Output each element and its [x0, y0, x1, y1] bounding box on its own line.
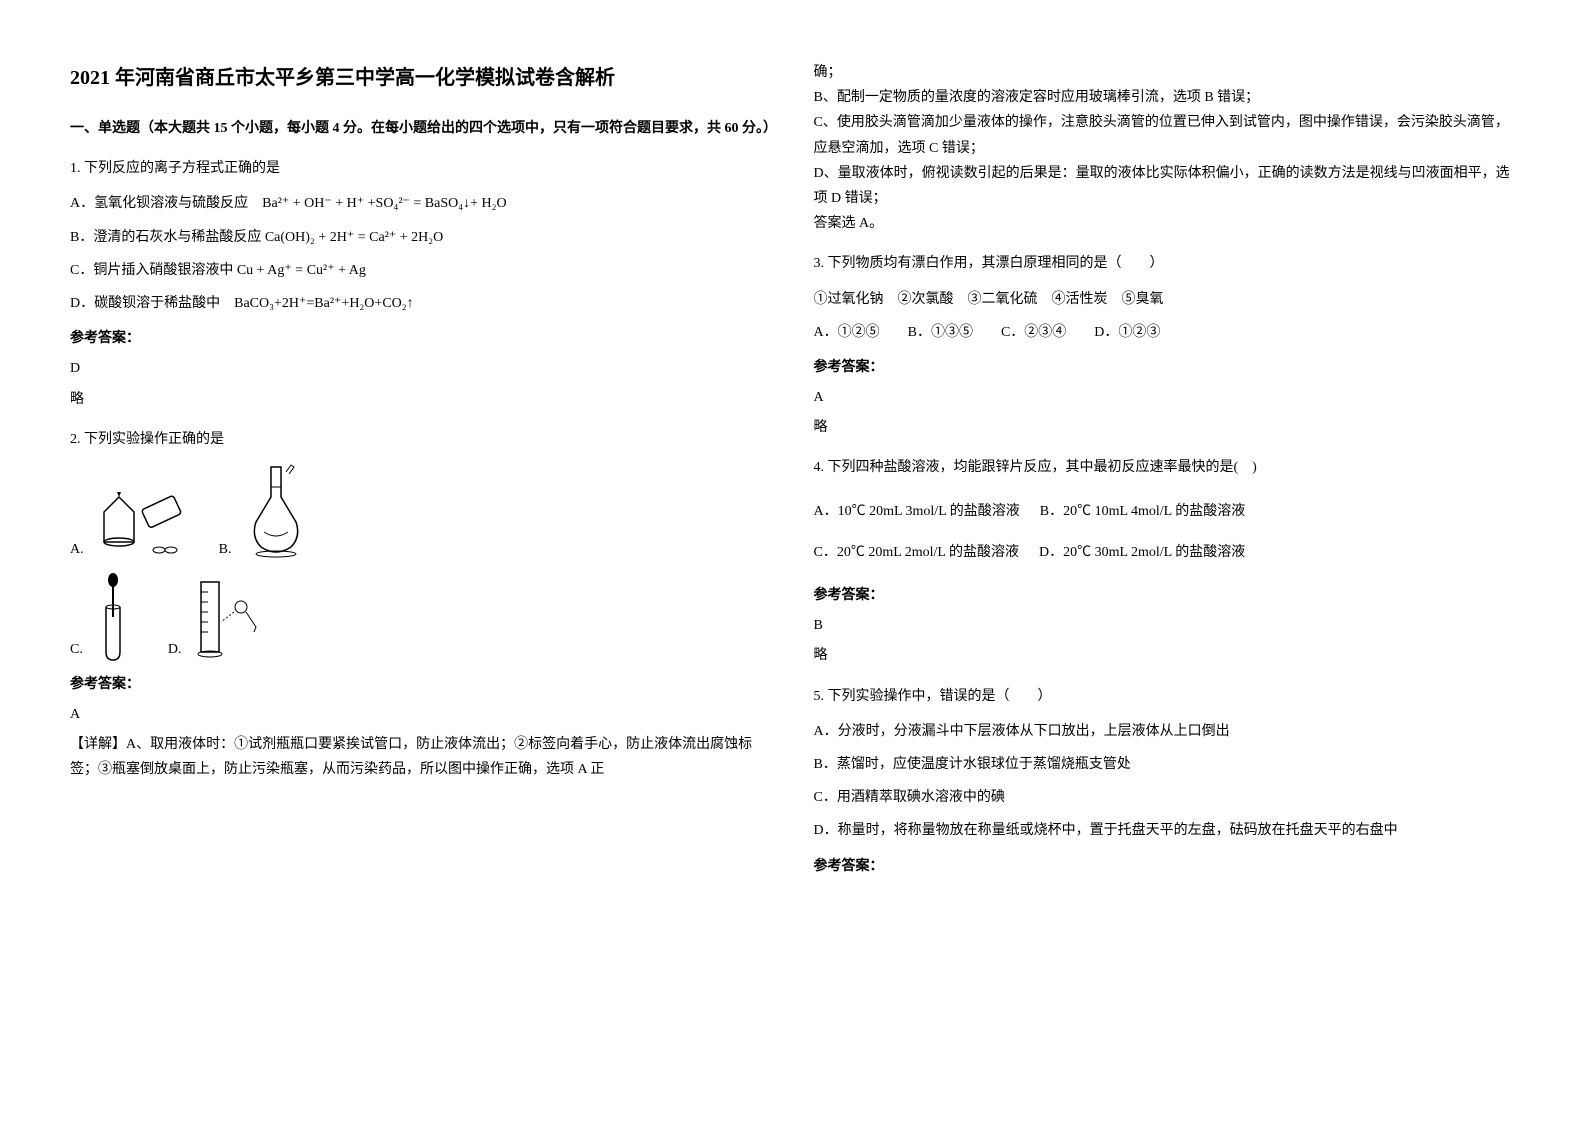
pouring-liquid-icon: [89, 482, 189, 562]
q1-option-c: C．铜片插入硝酸银溶液中 Cu + Ag⁺ = Cu²⁺ + Ag: [70, 258, 774, 283]
q2-figure-c: C.: [70, 572, 138, 662]
q4-answer: B: [814, 613, 1518, 638]
q2-figures-row1: A. B.: [70, 462, 774, 562]
q2-continue-4: D、量取液体时，俯视读数引起的后果是：量取的液体比实际体积偏小，正确的读数方法是…: [814, 161, 1518, 211]
volumetric-flask-icon: [236, 462, 316, 562]
q5-option-d: D．称量时，将称量物放在称量纸或烧杯中，置于托盘天平的左盘，砝码放在托盘天平的右…: [814, 818, 1518, 843]
q4-note: 略: [814, 643, 1518, 668]
q5-option-a: A．分液时，分液漏斗中下层液体从下口放出，上层液体从上口倒出: [814, 719, 1518, 744]
question-4: 4. 下列四种盐酸溶液，均能跟锌片反应，其中最初反应速率最快的是( ) A．10…: [814, 455, 1518, 668]
question-1: 1. 下列反应的离子方程式正确的是 A．氢氧化钡溶液与硫酸反应 Ba²⁺ + O…: [70, 156, 774, 412]
q4-option-a: A．10℃ 20mL 3mol/L 的盐酸溶液: [814, 499, 1020, 524]
q3-answer-label: 参考答案：: [814, 355, 1518, 380]
q2-label-b: B.: [219, 537, 232, 562]
q1-answer: D: [70, 356, 774, 381]
q2-label-d: D.: [168, 637, 182, 662]
left-column: 2021 年河南省商丘市太平乡第三中学高一化学模拟试卷含解析 一、单选题（本大题…: [50, 60, 794, 1062]
q2-continue-5: 答案选 A。: [814, 211, 1518, 236]
q1-text: 1. 下列反应的离子方程式正确的是: [70, 156, 774, 181]
q2-label-a: A.: [70, 537, 84, 562]
question-2: 2. 下列实验操作正确的是 A. B.: [70, 427, 774, 783]
q1-option-b: B．澄清的石灰水与稀盐酸反应 Ca(OH)₂ + 2H⁺ = Ca²⁺ + 2H…: [70, 225, 774, 250]
q4-option-c: C．20℃ 20mL 2mol/L 的盐酸溶液: [814, 540, 1019, 565]
dropper-tube-icon: [88, 572, 138, 662]
q3-sub: ①过氧化钠 ②次氯酸 ③二氧化硫 ④活性炭 ⑤臭氧: [814, 287, 1518, 312]
q2-continue-3: C、使用胶头滴管滴加少量液体的操作，注意胶头滴管的位置已伸入到试管内，图中操作错…: [814, 110, 1518, 160]
q2-figure-a: A.: [70, 482, 189, 562]
q1-answer-label: 参考答案：: [70, 326, 774, 351]
question-3: 3. 下列物质均有漂白作用，其漂白原理相同的是（ ） ①过氧化钠 ②次氯酸 ③二…: [814, 251, 1518, 440]
section-intro: 一、单选题（本大题共 15 个小题，每小题 4 分。在每小题给出的四个选项中，只…: [70, 116, 774, 141]
right-column: 确； B、配制一定物质的量浓度的溶液定容时应用玻璃棒引流，选项 B 错误； C、…: [794, 60, 1538, 1062]
question-5: 5. 下列实验操作中，错误的是（ ） A．分液时，分液漏斗中下层液体从下口放出，…: [814, 684, 1518, 879]
q3-note: 略: [814, 415, 1518, 440]
q1-note: 略: [70, 387, 774, 412]
q2-continue-2: B、配制一定物质的量浓度的溶液定容时应用玻璃棒引流，选项 B 错误；: [814, 85, 1518, 110]
q1-option-d: D．碳酸钡溶于稀盐酸中 BaCO₃+2H⁺=Ba²⁺+H₂O+CO₂↑: [70, 291, 774, 316]
q5-answer-label: 参考答案：: [814, 854, 1518, 879]
q4-option-d: D．20℃ 30mL 2mol/L 的盐酸溶液: [1039, 540, 1245, 565]
q2-label-c: C.: [70, 637, 83, 662]
q3-answer: A: [814, 385, 1518, 410]
q4-answer-label: 参考答案：: [814, 583, 1518, 608]
q2-figures-row2: C. D.: [70, 572, 774, 662]
q1-option-a: A．氢氧化钡溶液与硫酸反应 Ba²⁺ + OH⁻ + H⁺ +SO₄²⁻ = B…: [70, 191, 774, 216]
q2-figure-b: B.: [219, 462, 317, 562]
q5-text: 5. 下列实验操作中，错误的是（ ）: [814, 684, 1518, 709]
graduated-cylinder-icon: [186, 572, 266, 662]
q2-continue-1: 确；: [814, 60, 1518, 85]
q2-answer: A: [70, 702, 774, 727]
q5-option-c: C．用酒精萃取碘水溶液中的碘: [814, 785, 1518, 810]
q4-text: 4. 下列四种盐酸溶液，均能跟锌片反应，其中最初反应速率最快的是( ): [814, 455, 1518, 480]
page-title: 2021 年河南省商丘市太平乡第三中学高一化学模拟试卷含解析: [70, 60, 774, 96]
q4-option-b: B．20℃ 10mL 4mol/L 的盐酸溶液: [1040, 499, 1245, 524]
q3-options: A．①②⑤ B．①③⑤ C．②③④ D．①②③: [814, 320, 1518, 345]
q2-text: 2. 下列实验操作正确的是: [70, 427, 774, 452]
q3-text: 3. 下列物质均有漂白作用，其漂白原理相同的是（ ）: [814, 251, 1518, 276]
q5-option-b: B．蒸馏时，应使温度计水银球位于蒸馏烧瓶支管处: [814, 752, 1518, 777]
q2-explain: 【详解】A、取用液体时：①试剂瓶瓶口要紧挨试管口，防止液体流出；②标签向着手心，…: [70, 732, 774, 782]
q2-answer-label: 参考答案：: [70, 672, 774, 697]
q2-figure-d: D.: [168, 572, 267, 662]
